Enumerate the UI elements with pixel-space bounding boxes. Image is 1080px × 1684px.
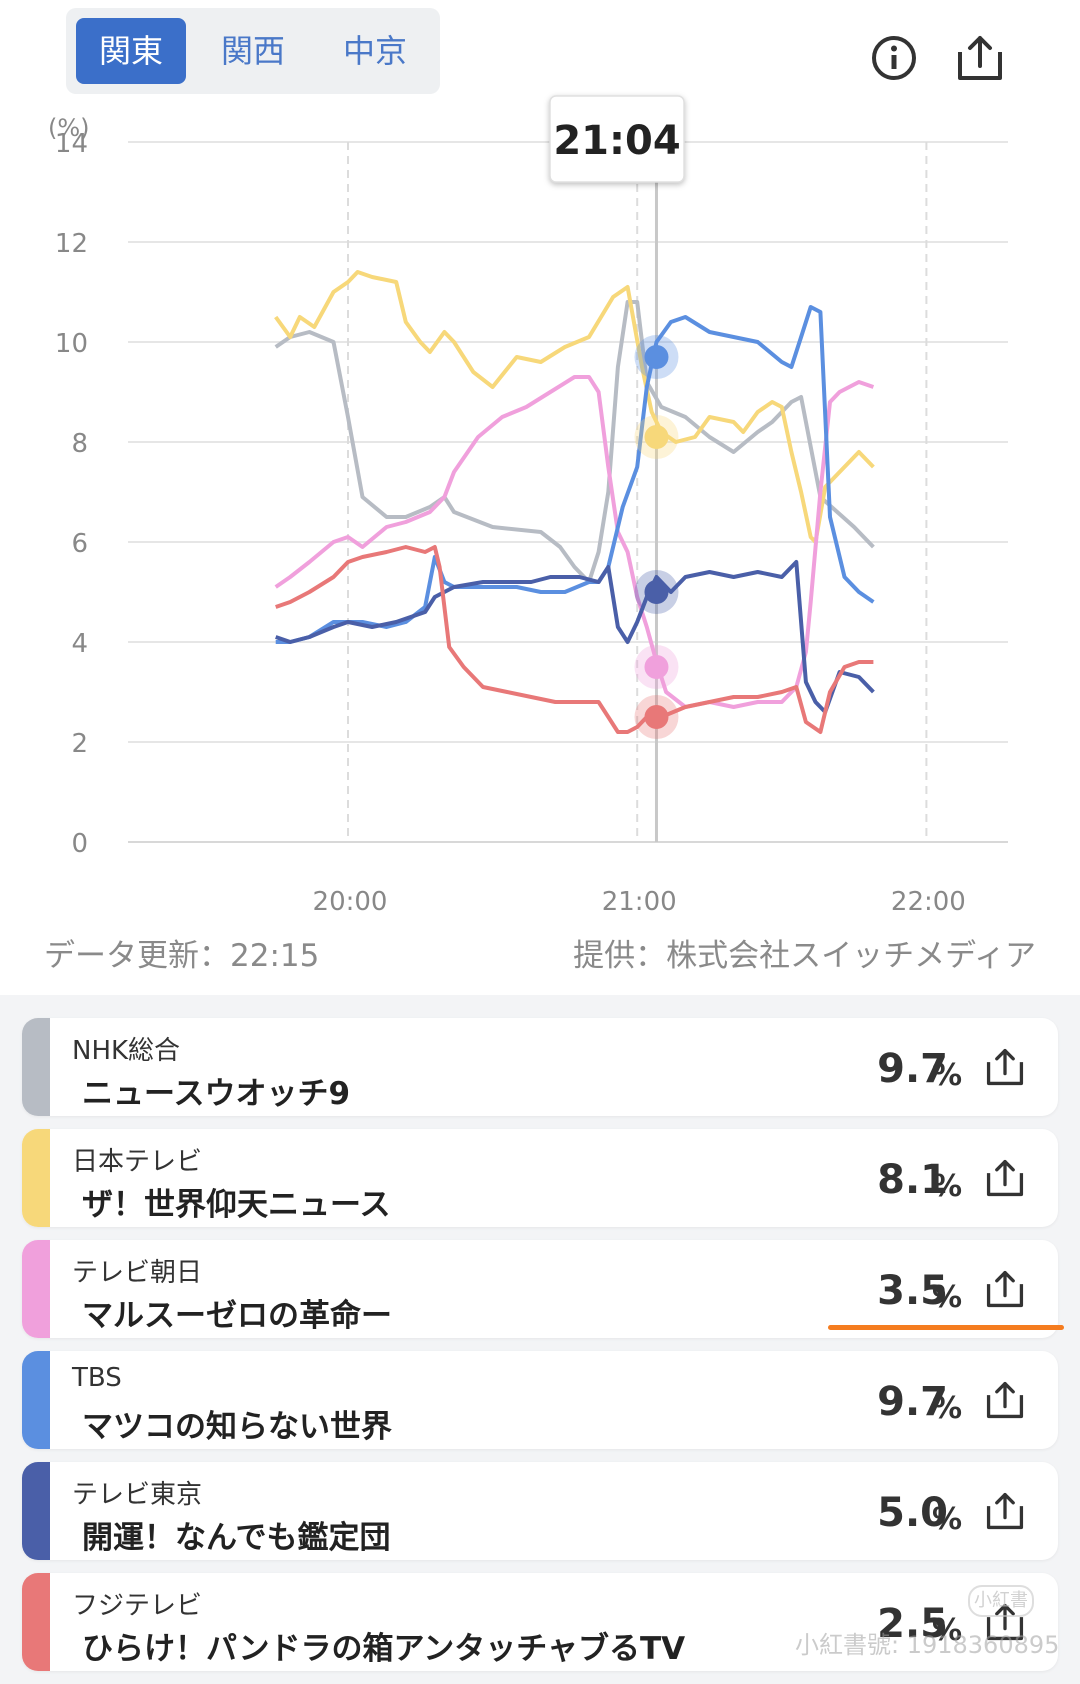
station-name: テレビ東京 (72, 1480, 203, 1510)
share-icon[interactable] (982, 1155, 1028, 1201)
series-marker (644, 580, 669, 604)
info-icon[interactable] (866, 30, 922, 86)
update-time: データ更新：22:15 (44, 938, 320, 974)
station-name: NHK総合 (72, 1036, 181, 1066)
program-title: マルスーゼロの革命ー (82, 1298, 392, 1334)
series-marker (644, 425, 669, 449)
cursor-time-label: 21:04 (553, 118, 680, 164)
rating-value: 5.0 (877, 1490, 948, 1536)
y-axis-unit: (%) (48, 114, 90, 142)
station-card-tbs[interactable]: TBS マツコの知らない世界 9.7 % (22, 1351, 1058, 1449)
chart-panel: 関東 関西 中京 (%) 0 2 4 6 8 10 12 14 20:00 21:00 22:00 … (0, 0, 1080, 974)
cursor-tooltip (549, 95, 685, 183)
program-title: ザ！世界仰天ニュース (82, 1187, 391, 1223)
tab-chukyo[interactable]: 中京 (342, 32, 407, 70)
station-color-bar (22, 1129, 50, 1227)
program-title: ひらけ！パンドラの箱アンタッチャブるTV (82, 1631, 686, 1667)
share-icon[interactable] (982, 1599, 1028, 1645)
station-card-nhk[interactable]: NHK総合 ニュースウオッチ9 9.7 % (22, 1018, 1058, 1116)
region-tabs: 関東 関西 中京 (66, 8, 440, 94)
rating-unit: % (931, 1502, 962, 1537)
y-tick-label: 14 (55, 129, 88, 159)
program-title: ニュースウオッチ9 (82, 1076, 351, 1112)
rating-unit: % (931, 1280, 962, 1315)
rating-unit: % (931, 1613, 962, 1648)
x-tick-label: 20:00 (313, 887, 388, 917)
x-tick-label: 22:00 (891, 887, 966, 917)
share-icon[interactable] (982, 1488, 1028, 1534)
tab-kanto[interactable]: 関東 (76, 18, 186, 84)
rating-value: 9.7 (877, 1379, 948, 1425)
rating-unit: % (931, 1169, 962, 1204)
rating-value: 9.7 (877, 1046, 948, 1092)
y-tick-label: 2 (71, 729, 88, 759)
station-color-bar (22, 1018, 50, 1116)
station-card-ntv[interactable]: 日本テレビ ザ！世界仰天ニュース 8.1 % (22, 1129, 1058, 1227)
y-tick-label: 6 (71, 529, 88, 559)
rating-value: 3.5 (877, 1268, 948, 1314)
series-line (274, 300, 875, 584)
program-title: 開運！なんでも鑑定団 (82, 1520, 391, 1556)
series-marker (644, 345, 669, 369)
series-marker (644, 655, 669, 679)
y-tick-label: 4 (71, 629, 88, 659)
y-tick-label: 10 (55, 329, 88, 359)
watermark-badge: 小紅書 (968, 1585, 1034, 1617)
series-line (274, 270, 875, 544)
rating-value: 8.1 (877, 1157, 948, 1203)
provider-credit: 提供：株式会社スイッチメディア (573, 938, 1036, 974)
station-color-bar (22, 1351, 50, 1449)
station-color-bar (22, 1573, 50, 1671)
y-tick-label: 8 (71, 429, 88, 459)
station-name: テレビ朝日 (72, 1258, 203, 1288)
y-tick-label: 12 (55, 229, 88, 259)
station-name: 日本テレビ (72, 1147, 203, 1177)
highlight-underline (828, 1325, 1064, 1330)
program-title: マツコの知らない世界 (82, 1409, 392, 1445)
watermark-text: 小紅書號: 1918360895 (795, 1631, 1060, 1659)
share-icon[interactable] (952, 30, 1008, 86)
series-line (275, 560, 875, 714)
share-icon[interactable] (982, 1377, 1028, 1423)
x-tick-label: 21:00 (602, 887, 677, 917)
station-card-tv-tokyo[interactable]: テレビ東京 開運！なんでも鑑定団 5.0 % (22, 1462, 1058, 1560)
station-name: TBS (72, 1363, 122, 1393)
ratings-chart[interactable]: (%) 0 2 4 6 8 10 12 14 20:00 21:00 22:00 21:04 (0, 0, 1080, 920)
series-line (275, 545, 874, 734)
station-color-bar (22, 1240, 50, 1338)
share-icon[interactable] (982, 1266, 1028, 1312)
station-card-fuji[interactable]: フジテレビ ひらけ！パンドラの箱アンタッチャブるTV 2.5 % (22, 1573, 1058, 1671)
share-icon[interactable] (982, 1044, 1028, 1090)
rating-unit: % (931, 1391, 962, 1426)
station-color-bar (22, 1462, 50, 1560)
tab-kansai[interactable]: 関西 (220, 32, 285, 70)
rating-unit: % (931, 1058, 962, 1093)
station-name: フジテレビ (72, 1591, 203, 1621)
series-line (275, 305, 875, 644)
rating-value: 2.5 (877, 1601, 948, 1647)
series-marker (644, 705, 669, 729)
y-tick-label: 0 (71, 829, 88, 859)
station-card-tv-asahi[interactable]: テレビ朝日 マルスーゼロの革命ー 3.5 % (22, 1240, 1058, 1338)
